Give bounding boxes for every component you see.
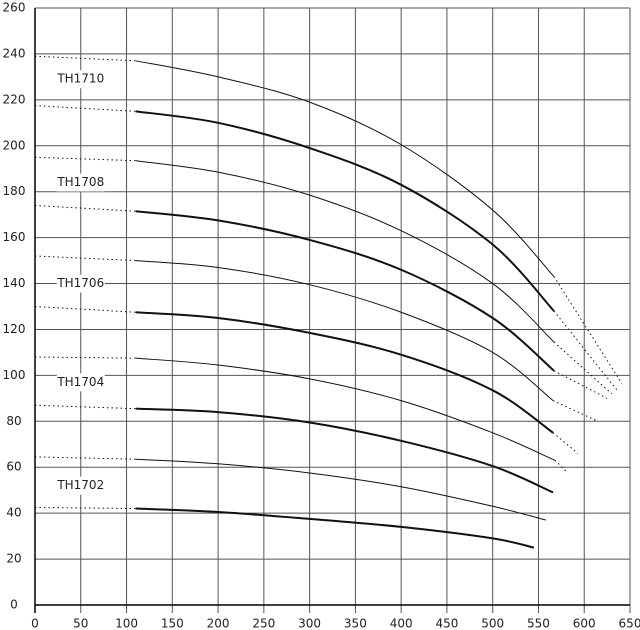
y-tick-label: 140 xyxy=(3,276,26,290)
y-tick-label: 260 xyxy=(3,1,26,15)
x-tick-label: 450 xyxy=(435,617,458,630)
x-tick-label: 250 xyxy=(252,617,275,630)
curve xyxy=(135,60,555,277)
curve xyxy=(135,210,555,372)
curve xyxy=(135,458,546,521)
curve xyxy=(34,105,136,112)
y-tick-label: 160 xyxy=(3,230,26,244)
y-tick-label: 180 xyxy=(3,184,26,198)
x-tick-label: 600 xyxy=(573,617,596,630)
x-tick-label: 50 xyxy=(73,617,88,630)
x-tick-label: 150 xyxy=(161,617,184,630)
curve xyxy=(34,204,136,212)
label-bg xyxy=(56,173,105,192)
y-tick-label: 80 xyxy=(6,414,21,428)
y-tick-label: 100 xyxy=(3,368,26,382)
y-tick-label: 120 xyxy=(3,322,26,336)
label-bg xyxy=(56,373,105,392)
curve xyxy=(554,459,568,473)
curve xyxy=(553,341,613,395)
curve xyxy=(135,311,554,434)
curve xyxy=(135,357,556,461)
curve-label: TH1708 xyxy=(56,175,104,189)
y-tick-label: 20 xyxy=(6,552,21,566)
x-tick-label: 650 xyxy=(619,617,640,630)
curve xyxy=(552,432,579,454)
label-bg xyxy=(56,476,105,495)
curve xyxy=(34,456,136,460)
x-tick-label: 0 xyxy=(31,617,39,630)
curve xyxy=(34,506,136,510)
x-tick-label: 350 xyxy=(344,617,367,630)
curve-label: TH1702 xyxy=(56,478,104,492)
curve xyxy=(34,356,136,359)
curve-label: TH1710 xyxy=(56,72,104,86)
curve xyxy=(135,160,555,343)
curve xyxy=(34,255,136,262)
x-tick-label: 500 xyxy=(481,617,504,630)
label-bg xyxy=(56,274,105,293)
curve-label: TH1706 xyxy=(56,276,104,290)
x-tick-label: 200 xyxy=(207,617,230,630)
curve xyxy=(34,306,136,313)
curve xyxy=(553,310,618,391)
y-tick-label: 240 xyxy=(3,46,26,60)
curve xyxy=(135,407,554,494)
x-tick-label: 550 xyxy=(527,617,550,630)
y-tick-label: 40 xyxy=(6,506,21,520)
curve xyxy=(552,400,599,422)
y-tick-label: 200 xyxy=(3,138,26,152)
curve xyxy=(135,507,535,549)
x-tick-label: 400 xyxy=(390,617,413,630)
y-tick-label: 60 xyxy=(6,460,21,474)
x-tick-label: 100 xyxy=(115,617,138,630)
y-tick-label: 220 xyxy=(3,92,26,106)
curve xyxy=(34,156,136,162)
curve xyxy=(135,260,554,402)
curve-label: TH1704 xyxy=(56,375,104,389)
label-bg xyxy=(56,70,105,89)
curve xyxy=(34,55,136,62)
curve xyxy=(34,404,136,410)
x-tick-label: 300 xyxy=(298,617,321,630)
y-tick-label: 0 xyxy=(10,598,18,612)
curve xyxy=(553,276,623,384)
curve xyxy=(135,110,555,312)
